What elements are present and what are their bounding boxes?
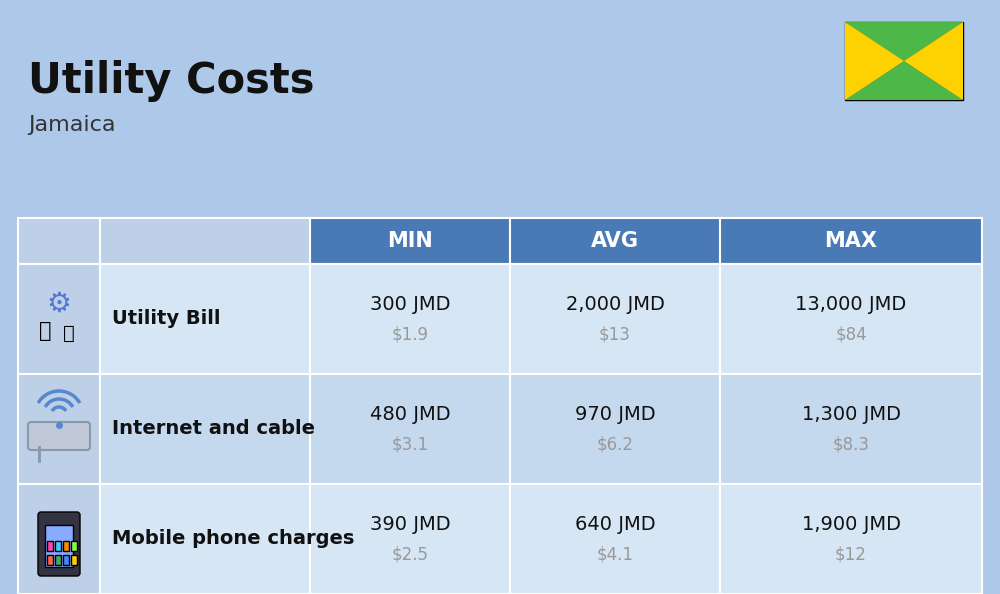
Text: $8.3: $8.3 <box>832 436 870 454</box>
FancyBboxPatch shape <box>18 218 100 264</box>
Text: $2.5: $2.5 <box>392 546 428 564</box>
Text: 300 JMD: 300 JMD <box>370 295 450 314</box>
Text: $13: $13 <box>599 326 631 344</box>
Text: 480 JMD: 480 JMD <box>370 406 450 425</box>
FancyBboxPatch shape <box>71 555 77 565</box>
FancyBboxPatch shape <box>310 218 510 264</box>
Polygon shape <box>904 22 963 100</box>
Text: 🔋: 🔋 <box>39 321 51 341</box>
Text: Utility Bill: Utility Bill <box>112 309 220 328</box>
FancyBboxPatch shape <box>18 484 100 594</box>
FancyBboxPatch shape <box>310 484 510 594</box>
Text: 390 JMD: 390 JMD <box>370 516 450 535</box>
Polygon shape <box>845 61 963 100</box>
Polygon shape <box>845 22 904 100</box>
FancyBboxPatch shape <box>510 218 720 264</box>
Polygon shape <box>845 22 963 61</box>
Text: AVG: AVG <box>591 231 639 251</box>
FancyBboxPatch shape <box>510 264 720 374</box>
FancyBboxPatch shape <box>47 541 53 551</box>
FancyBboxPatch shape <box>720 374 982 484</box>
Text: Internet and cable: Internet and cable <box>112 419 315 438</box>
FancyBboxPatch shape <box>100 264 310 374</box>
FancyBboxPatch shape <box>720 264 982 374</box>
FancyBboxPatch shape <box>100 374 310 484</box>
FancyBboxPatch shape <box>18 374 100 484</box>
Text: $1.9: $1.9 <box>392 326 428 344</box>
Text: $3.1: $3.1 <box>391 436 429 454</box>
Text: MAX: MAX <box>824 231 878 251</box>
FancyBboxPatch shape <box>55 541 61 551</box>
FancyBboxPatch shape <box>55 555 61 565</box>
Text: Jamaica: Jamaica <box>28 115 116 135</box>
FancyBboxPatch shape <box>63 541 69 551</box>
FancyBboxPatch shape <box>28 422 90 450</box>
Text: 🖥: 🖥 <box>63 324 75 343</box>
FancyBboxPatch shape <box>47 555 53 565</box>
FancyBboxPatch shape <box>510 374 720 484</box>
FancyBboxPatch shape <box>310 264 510 374</box>
FancyBboxPatch shape <box>720 218 982 264</box>
Text: 1,900 JMD: 1,900 JMD <box>802 516 900 535</box>
FancyBboxPatch shape <box>100 484 310 594</box>
Text: $6.2: $6.2 <box>596 436 634 454</box>
Text: MIN: MIN <box>387 231 433 251</box>
FancyBboxPatch shape <box>310 374 510 484</box>
Text: 970 JMD: 970 JMD <box>575 406 655 425</box>
Text: 13,000 JMD: 13,000 JMD <box>795 295 907 314</box>
Text: $12: $12 <box>835 546 867 564</box>
FancyBboxPatch shape <box>100 218 310 264</box>
FancyBboxPatch shape <box>845 22 963 100</box>
FancyBboxPatch shape <box>38 512 80 576</box>
FancyBboxPatch shape <box>510 484 720 594</box>
FancyBboxPatch shape <box>18 264 100 374</box>
Text: Mobile phone charges: Mobile phone charges <box>112 529 354 548</box>
Text: ⚙: ⚙ <box>47 290 71 318</box>
Text: 1,300 JMD: 1,300 JMD <box>802 406 900 425</box>
Text: 640 JMD: 640 JMD <box>575 516 655 535</box>
Text: $4.1: $4.1 <box>596 546 634 564</box>
Text: Utility Costs: Utility Costs <box>28 60 314 102</box>
FancyBboxPatch shape <box>71 541 77 551</box>
FancyBboxPatch shape <box>720 484 982 594</box>
Text: $84: $84 <box>835 326 867 344</box>
FancyBboxPatch shape <box>63 555 69 565</box>
FancyBboxPatch shape <box>45 525 73 567</box>
Text: 2,000 JMD: 2,000 JMD <box>566 295 664 314</box>
